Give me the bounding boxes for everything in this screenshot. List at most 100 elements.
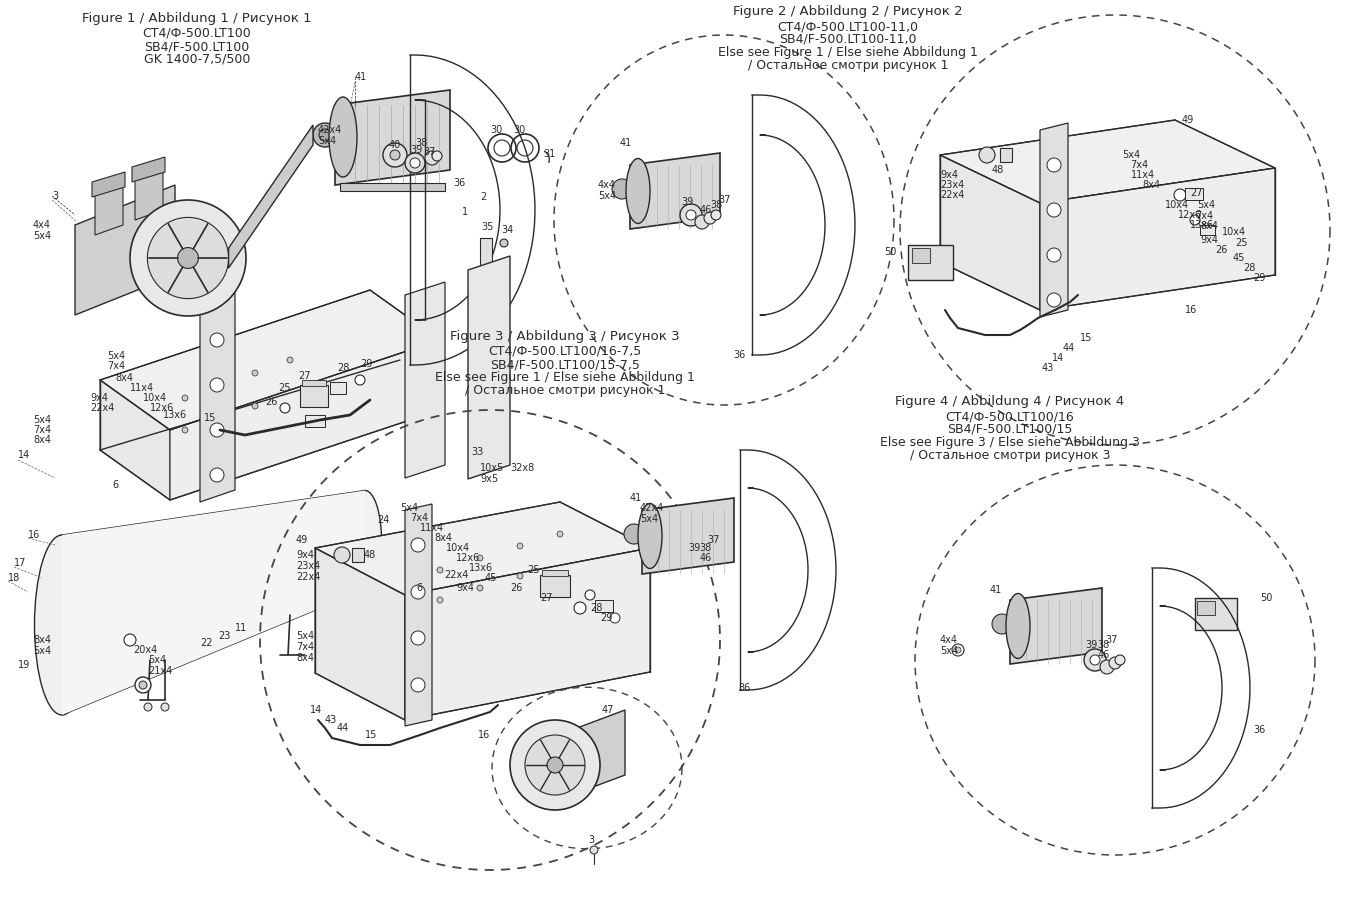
Circle shape [679, 204, 702, 226]
Text: 44: 44 [1064, 343, 1076, 353]
Bar [301, 385, 328, 407]
Text: 17: 17 [13, 558, 27, 568]
Circle shape [1100, 660, 1113, 674]
Circle shape [518, 543, 523, 549]
Text: 36: 36 [737, 683, 751, 693]
Text: 29: 29 [600, 613, 612, 623]
Text: 7x4: 7x4 [106, 361, 125, 371]
Text: 10x4: 10x4 [446, 543, 470, 553]
Text: 3: 3 [588, 835, 594, 845]
Text: 19: 19 [18, 660, 30, 670]
Circle shape [710, 210, 721, 220]
Text: 7x4: 7x4 [297, 642, 314, 652]
Text: 5x4: 5x4 [32, 231, 51, 241]
Text: 27: 27 [298, 371, 310, 381]
Text: 11x4: 11x4 [421, 523, 443, 533]
Circle shape [686, 210, 696, 220]
Polygon shape [170, 340, 439, 500]
Polygon shape [468, 256, 510, 479]
Text: 5x4: 5x4 [940, 646, 958, 656]
Text: 27: 27 [541, 593, 553, 603]
Text: 3: 3 [53, 191, 58, 201]
Text: 25: 25 [1235, 238, 1247, 248]
Text: Figure 4 / Abbildung 4 / Рисунок 4: Figure 4 / Abbildung 4 / Рисунок 4 [895, 395, 1124, 408]
Circle shape [411, 538, 425, 552]
Circle shape [178, 248, 198, 269]
Text: 16: 16 [1185, 305, 1197, 315]
Text: 42x4: 42x4 [640, 503, 665, 513]
Text: / Остальное смотри рисунок 3: / Остальное смотри рисунок 3 [910, 449, 1111, 462]
Text: 9x5: 9x5 [480, 474, 499, 484]
Text: 39: 39 [687, 543, 700, 553]
Text: 8x4: 8x4 [115, 373, 133, 383]
Circle shape [574, 602, 586, 614]
Text: Figure 1 / Abbildung 1 / Рисунок 1: Figure 1 / Abbildung 1 / Рисунок 1 [82, 12, 311, 25]
Circle shape [217, 415, 222, 421]
Polygon shape [200, 293, 235, 502]
Text: 10x4: 10x4 [1223, 227, 1246, 237]
Text: 11x4: 11x4 [129, 383, 154, 393]
Text: SB4/F-500.LT100-11,0: SB4/F-500.LT100-11,0 [779, 33, 917, 46]
Circle shape [557, 531, 563, 537]
Text: 23x4: 23x4 [940, 180, 964, 190]
Text: 45: 45 [1233, 253, 1246, 263]
Text: 28: 28 [1243, 263, 1255, 273]
Text: 13x6: 13x6 [1190, 220, 1215, 230]
Text: 15: 15 [365, 730, 377, 740]
Polygon shape [100, 380, 170, 500]
Circle shape [411, 678, 425, 692]
Polygon shape [94, 180, 123, 235]
Polygon shape [1010, 588, 1103, 664]
Circle shape [704, 212, 716, 224]
Bar [330, 382, 346, 394]
Text: SB4/F-500.LT100/15: SB4/F-500.LT100/15 [948, 423, 1073, 436]
Polygon shape [940, 120, 1275, 203]
Circle shape [160, 703, 168, 711]
Text: 8x4: 8x4 [434, 533, 452, 543]
Text: СТ4/Ф-500.LT100-11,0: СТ4/Ф-500.LT100-11,0 [778, 20, 918, 33]
Circle shape [500, 239, 508, 247]
Text: 35: 35 [481, 222, 493, 232]
Text: 30: 30 [514, 125, 526, 135]
Text: 12x6: 12x6 [150, 403, 174, 413]
Text: 32x8: 32x8 [510, 463, 534, 473]
Text: 4x4: 4x4 [940, 635, 958, 645]
Text: 50: 50 [884, 247, 896, 257]
Text: 47: 47 [603, 705, 615, 715]
Circle shape [952, 644, 964, 656]
Text: 37: 37 [718, 195, 731, 205]
Circle shape [210, 423, 224, 437]
Text: 42x4: 42x4 [318, 125, 342, 135]
Polygon shape [545, 710, 625, 805]
Text: 15: 15 [1080, 333, 1092, 343]
Text: 30: 30 [491, 125, 503, 135]
Text: 8x4: 8x4 [1200, 221, 1219, 231]
Text: 5x4: 5x4 [400, 503, 418, 513]
Text: 22x4: 22x4 [940, 190, 964, 200]
Bar [909, 245, 953, 280]
Circle shape [144, 703, 152, 711]
Bar [1200, 225, 1215, 235]
Polygon shape [92, 172, 125, 197]
Text: 9x4: 9x4 [1200, 235, 1219, 245]
Text: Figure 2 / Abbildung 2 / Рисунок 2: Figure 2 / Abbildung 2 / Рисунок 2 [733, 5, 962, 18]
Circle shape [437, 567, 443, 573]
Text: Else see Figure 1 / Else siehe Abbildung 1: Else see Figure 1 / Else siehe Abbildung… [435, 371, 696, 384]
Text: 16: 16 [479, 730, 491, 740]
Text: 9x4: 9x4 [456, 583, 474, 593]
Bar [340, 183, 445, 191]
Text: 10x4: 10x4 [143, 393, 167, 403]
Polygon shape [229, 125, 313, 268]
Bar [352, 548, 364, 562]
Text: 5x4: 5x4 [1197, 200, 1215, 210]
Circle shape [612, 179, 632, 199]
Circle shape [410, 158, 421, 168]
Text: 39: 39 [410, 145, 422, 155]
Polygon shape [404, 548, 650, 720]
Circle shape [1115, 655, 1126, 665]
Text: 37: 37 [708, 535, 720, 545]
Circle shape [182, 427, 187, 433]
Text: 37: 37 [423, 147, 435, 157]
Text: 5x4: 5x4 [640, 514, 658, 524]
Circle shape [585, 590, 594, 600]
